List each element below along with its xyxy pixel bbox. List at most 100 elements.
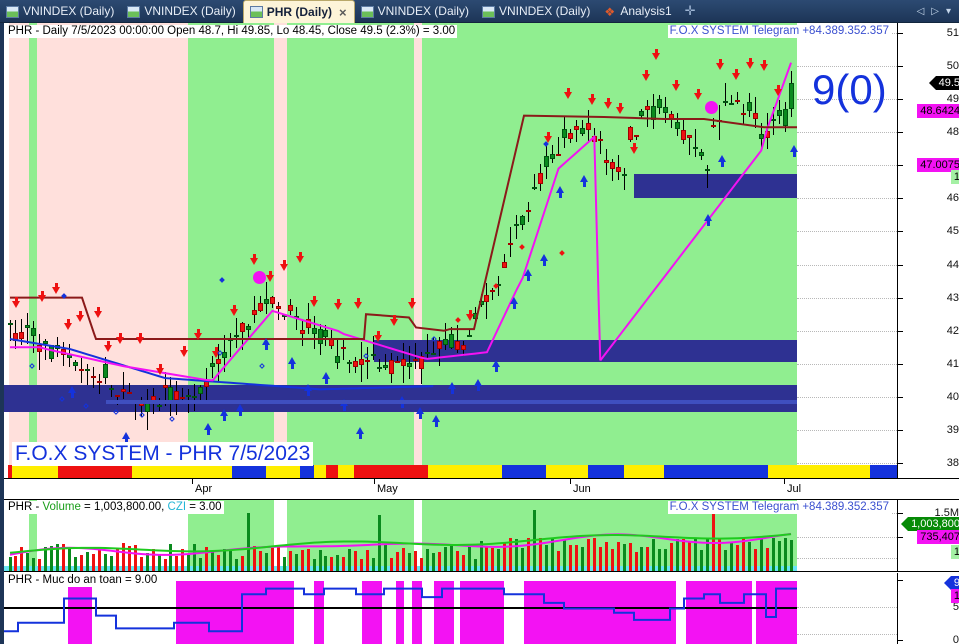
volume-axis-tick [898, 512, 903, 514]
tab-vnindex-4[interactable]: VNINDEX (Daily) [476, 0, 597, 23]
candle-body-up [466, 334, 472, 337]
candlestick [257, 296, 263, 312]
tab-analysis1[interactable]: ❖ Analysis1 [597, 0, 678, 23]
volume-bar [461, 554, 465, 571]
price-tag-black: 49.5 [928, 75, 959, 90]
volume-bar [241, 556, 245, 571]
czi-header-value: = 3.00 [186, 501, 222, 513]
price-axis-tick-label: 46 [946, 192, 959, 205]
candlestick [299, 320, 305, 347]
price-plot-area[interactable] [4, 23, 897, 478]
candle-body-down [418, 356, 424, 369]
volume-bar [503, 542, 507, 571]
volume-bar [97, 549, 101, 571]
sell-signal-arrow [616, 102, 624, 114]
candle-wick [98, 374, 100, 395]
signal-stripe-segment [132, 465, 232, 478]
peak-marker [705, 100, 718, 114]
volume-bar [604, 542, 608, 571]
candle-body-up [693, 146, 699, 149]
tab-next-icon[interactable]: ▷ [931, 5, 939, 17]
candlestick [359, 342, 365, 382]
price-panel[interactable]: PHR - Daily 7/5/2023 00:00:00 Open 48.7,… [4, 23, 959, 478]
date-axis-label: Jul [787, 483, 802, 495]
add-tab-button[interactable]: ✛ [684, 3, 696, 18]
gridline [797, 363, 897, 365]
tab-menu-icon[interactable]: ▾ [945, 5, 951, 17]
candle-body-up [621, 173, 627, 176]
safety-score-overlay: 9(0) [812, 66, 887, 113]
tab-vnindex-1[interactable]: VNINDEX (Daily) [0, 0, 121, 23]
candlestick [454, 324, 460, 353]
volume-bar [497, 548, 501, 571]
volume-bar [163, 559, 167, 571]
price-axis-tick-label: 42 [946, 324, 959, 337]
volume-bar [246, 512, 250, 571]
candlestick [7, 320, 13, 342]
candlestick [418, 352, 424, 384]
close-icon[interactable]: × [339, 4, 347, 20]
tab-vnindex-3[interactable]: VNINDEX (Daily) [355, 0, 476, 23]
candlestick [728, 94, 734, 106]
peak-marker [253, 271, 266, 285]
sell-signal-arrow [760, 59, 768, 71]
candlestick [633, 135, 639, 141]
volume-bar [574, 545, 578, 571]
candlestick [412, 342, 418, 370]
sell-signal-arrow [630, 142, 638, 154]
candle-body-down [633, 135, 639, 138]
signal-stripe-segment [768, 465, 870, 478]
candle-body-up [406, 363, 412, 368]
volume-bar [467, 545, 471, 571]
buy-signal-arrow [540, 253, 548, 266]
signal-stripe-segment [58, 465, 132, 478]
volume-bar [276, 545, 280, 571]
candle-body-down [567, 133, 573, 140]
sell-signal-arrow [466, 310, 474, 322]
candlestick [174, 380, 180, 416]
volume-panel[interactable]: PHR - Volume = 1,003,800.00, CZI = 3.00 … [4, 500, 959, 572]
gridline [797, 634, 897, 636]
buy-signal-arrow [68, 385, 76, 398]
candlestick [567, 129, 573, 144]
price-axis-tick [898, 297, 903, 299]
volume-bar [580, 547, 584, 571]
candle-body-down [299, 330, 305, 335]
candlestick [365, 347, 371, 380]
volume-bar [783, 538, 787, 571]
candle-wick [128, 383, 130, 393]
candle-body-down [162, 384, 168, 389]
volume-bar [765, 547, 769, 571]
candle-body-down [359, 358, 365, 365]
support-band [634, 174, 797, 199]
sell-signal-arrow [12, 296, 20, 308]
buy-signal-arrow [524, 268, 532, 281]
candle-body-down [460, 345, 466, 350]
buy-signal-arrow [288, 357, 296, 370]
candle-body-up [776, 110, 782, 117]
candle-body-up [377, 367, 383, 370]
candle-body-up [699, 151, 705, 157]
price-y-axis[interactable]: 515049484746454443424140393849.548.64244… [897, 23, 959, 478]
tab-phr-active[interactable]: PHR (Daily) × [242, 0, 355, 23]
candle-body-down [19, 332, 25, 340]
sell-signal-arrow [310, 295, 318, 307]
candle-body-down [412, 358, 418, 361]
candlestick [353, 356, 359, 374]
candlestick [73, 359, 79, 371]
volume-bar [723, 550, 727, 571]
safety-zone-band [524, 581, 676, 644]
volume-bar [658, 548, 662, 571]
candle-body-up [102, 363, 108, 379]
volume-bar [628, 543, 632, 571]
tab-prev-icon[interactable]: ◁ [916, 5, 925, 17]
volume-bar [509, 538, 513, 571]
tab-vnindex-2[interactable]: VNINDEX (Daily) [121, 0, 242, 23]
volume-bar [407, 552, 411, 571]
candle-body-down [454, 341, 460, 350]
volume-bar [551, 538, 555, 571]
candle-body-down [711, 125, 717, 128]
